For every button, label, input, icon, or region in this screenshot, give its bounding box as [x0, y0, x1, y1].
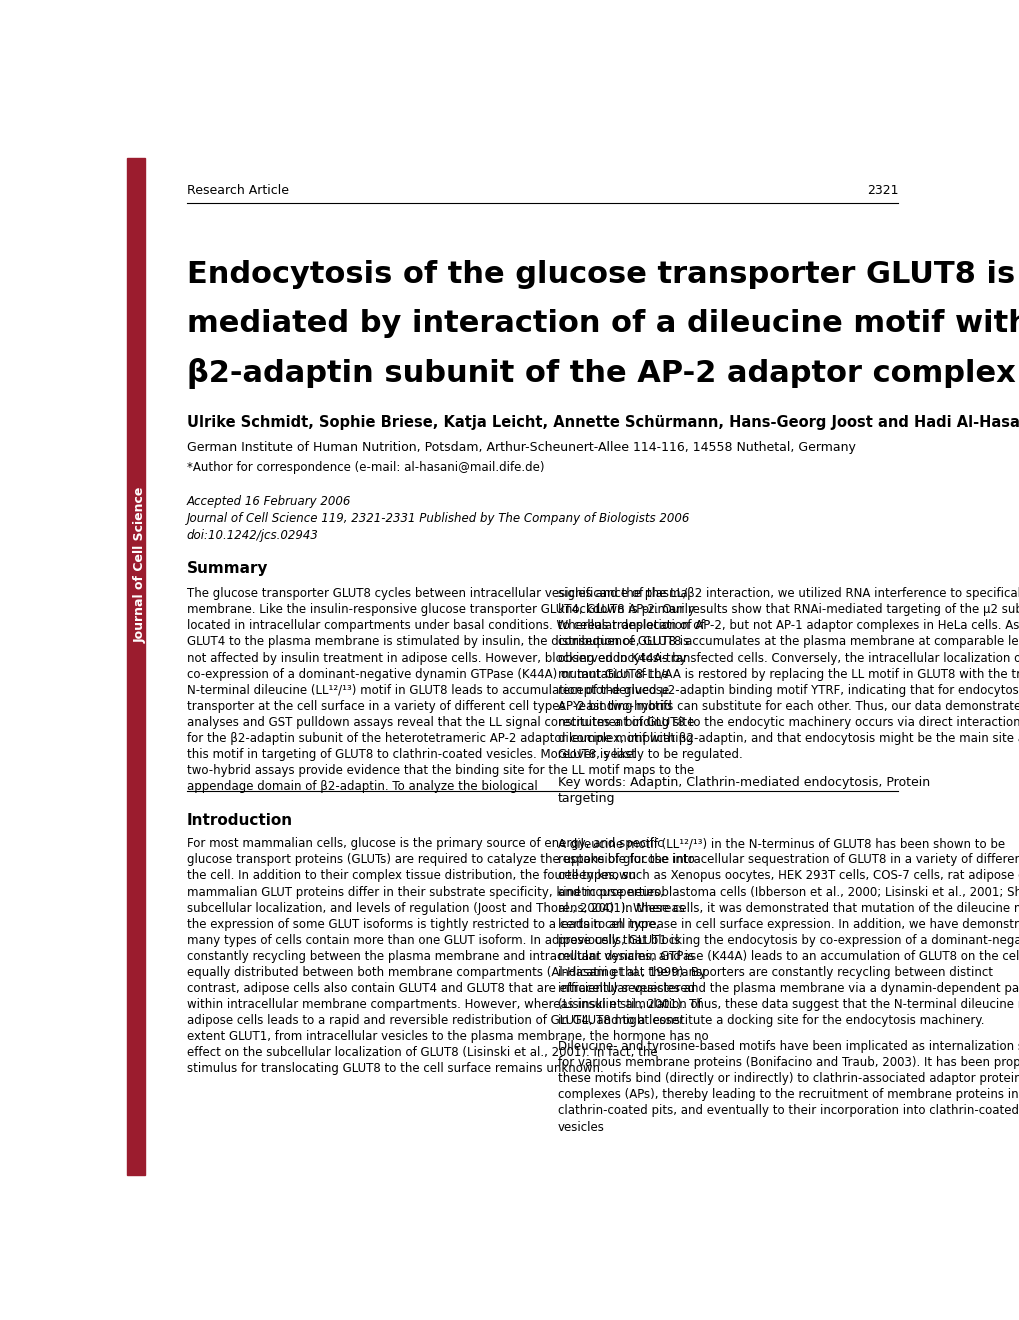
Text: GLUT4 to the plasma membrane is stimulated by insulin, the distribution of GLUT8: GLUT4 to the plasma membrane is stimulat…: [186, 635, 689, 648]
Text: N-terminal dileucine (LL¹²/¹³) motif in GLUT8 leads to accumulation of the gluco: N-terminal dileucine (LL¹²/¹³) motif in …: [186, 684, 668, 697]
Text: intracellular vesicles and the plasma membrane via a dynamin-dependent pathway: intracellular vesicles and the plasma me…: [557, 982, 1019, 995]
Text: cell types, such as Xenopus oocytes, HEK 293T cells, COS-7 cells, rat adipose ce: cell types, such as Xenopus oocytes, HEK…: [557, 870, 1019, 883]
Bar: [127, 158, 145, 1175]
Text: vesicles: vesicles: [557, 1121, 604, 1134]
Text: Research Article: Research Article: [186, 183, 288, 197]
Text: A dileucine motif (LL¹²/¹³) in the N-terminus of GLUT8 has been shown to be: A dileucine motif (LL¹²/¹³) in the N-ter…: [557, 837, 1004, 850]
Text: β2-adaptin subunit of the AP-2 adaptor complex: β2-adaptin subunit of the AP-2 adaptor c…: [186, 358, 1015, 388]
Text: located in intracellular compartments under basal conditions. Whereas translocat: located in intracellular compartments un…: [186, 619, 703, 632]
Text: mutant GLUT8-LL/AA is restored by replacing the LL motif in GLUT8 with the trans: mutant GLUT8-LL/AA is restored by replac…: [557, 668, 1019, 681]
Text: German Institute of Human Nutrition, Potsdam, Arthur-Scheunert-Allee 114-116, 14: German Institute of Human Nutrition, Pot…: [186, 441, 855, 454]
Text: glucose transport proteins (GLUTs) are required to catalyze the uptake of glucos: glucose transport proteins (GLUTs) are r…: [186, 854, 694, 866]
Text: dileucine motif with β2-adaptin, and that endocytosis might be the main site at : dileucine motif with β2-adaptin, and tha…: [557, 731, 1019, 744]
Text: recruitment of GLUT8 to the endocytic machinery occurs via direct interaction of: recruitment of GLUT8 to the endocytic ma…: [557, 715, 1019, 729]
Text: extent GLUT1, from intracellular vesicles to the plasma membrane, the hormone ha: extent GLUT1, from intracellular vesicle…: [186, 1030, 708, 1043]
Text: 2321: 2321: [866, 183, 898, 197]
Text: observed in K44A-transfected cells. Conversely, the intracellular localization o: observed in K44A-transfected cells. Conv…: [557, 652, 1019, 664]
Text: AP-2 binding motifs can substitute for each other. Thus, our data demonstrate th: AP-2 binding motifs can substitute for e…: [557, 700, 1019, 713]
Text: these motifs bind (directly or indirectly) to clathrin-associated adaptor protei: these motifs bind (directly or indirectl…: [557, 1072, 1019, 1085]
Text: (Lisinski et al., 2001). Thus, these data suggest that the N-terminal dileucine : (Lisinski et al., 2001). Thus, these dat…: [557, 998, 1019, 1011]
Text: Journal of Cell Science: Journal of Cell Science: [133, 487, 147, 643]
Text: Ulrike Schmidt, Sophie Briese, Katja Leicht, Annette Schürmann, Hans-Georg Joost: Ulrike Schmidt, Sophie Briese, Katja Lei…: [186, 414, 1019, 429]
Text: effect on the subcellular localization of GLUT8 (Lisinski et al., 2001). In fact: effect on the subcellular localization o…: [186, 1047, 657, 1059]
Text: Endocytosis of the glucose transporter GLUT8 is: Endocytosis of the glucose transporter G…: [186, 260, 1014, 289]
Text: contrast, adipose cells also contain GLUT4 and GLUT8 that are efficiently seques: contrast, adipose cells also contain GLU…: [186, 982, 694, 995]
Text: subcellular localization, and levels of regulation (Joost and Thorens, 2001). Wh: subcellular localization, and levels of …: [186, 902, 684, 915]
Text: leads to an increase in cell surface expression. In addition, we have demonstrat: leads to an increase in cell surface exp…: [557, 917, 1019, 931]
Text: targeting: targeting: [557, 792, 614, 805]
Text: in GLUT8 might constitute a docking site for the endocytosis machinery.: in GLUT8 might constitute a docking site…: [557, 1014, 983, 1027]
Text: mediated by interaction of a dileucine motif with the: mediated by interaction of a dileucine m…: [186, 309, 1019, 338]
Text: indicating that the transporters are constantly recycling between distinct: indicating that the transporters are con…: [557, 966, 991, 979]
Text: two-hybrid assays provide evidence that the binding site for the LL motif maps t: two-hybrid assays provide evidence that …: [186, 764, 693, 777]
Text: Dileucine- and tyrosine-based motifs have been implicated as internalization sig: Dileucine- and tyrosine-based motifs hav…: [557, 1040, 1019, 1053]
Text: *Author for correspondence (e-mail: al-hasani@mail.dife.de): *Author for correspondence (e-mail: al-h…: [186, 461, 544, 474]
Text: Journal of Cell Science 119, 2321-2331 Published by The Company of Biologists 20: Journal of Cell Science 119, 2321-2331 P…: [186, 512, 690, 525]
Text: For most mammalian cells, glucose is the primary source of energy, and specific: For most mammalian cells, glucose is the…: [186, 837, 662, 850]
Text: for various membrane proteins (Bonifacino and Traub, 2003). It has been proposed: for various membrane proteins (Bonifacin…: [557, 1056, 1019, 1069]
Text: receptor-derived μ2-adaptin binding motif YTRF, indicating that for endocytosis : receptor-derived μ2-adaptin binding moti…: [557, 684, 1019, 697]
Text: adipose cells leads to a rapid and reversible redistribution of GLUT4, and to a : adipose cells leads to a rapid and rever…: [186, 1014, 684, 1027]
Text: knockdown AP-2. Our results show that RNAi-mediated targeting of the μ2 subunit : knockdown AP-2. Our results show that RN…: [557, 603, 1019, 616]
Text: not affected by insulin treatment in adipose cells. However, blocking endocytosi: not affected by insulin treatment in adi…: [186, 652, 686, 664]
Text: responsible for the intracellular sequestration of GLUT8 in a variety of differe: responsible for the intracellular seques…: [557, 854, 1019, 866]
Text: complexes (APs), thereby leading to the recruitment of membrane proteins into: complexes (APs), thereby leading to the …: [557, 1089, 1019, 1101]
Text: Summary: Summary: [186, 561, 268, 576]
Text: many types of cells contain more than one GLUT isoform. In adipose cells, GLUT1 : many types of cells contain more than on…: [186, 933, 680, 946]
Text: Accepted 16 February 2006: Accepted 16 February 2006: [186, 495, 351, 508]
Text: transporter at the cell surface in a variety of different cell types. Yeast two-: transporter at the cell surface in a var…: [186, 700, 671, 713]
Text: membrane. Like the insulin-responsive glucose transporter GLUT4, GLUT8 is primar: membrane. Like the insulin-responsive gl…: [186, 603, 694, 616]
Text: constantly recycling between the plasma membrane and intracellular vesicles, and: constantly recycling between the plasma …: [186, 950, 693, 962]
Text: GLUT8 is likely to be regulated.: GLUT8 is likely to be regulated.: [557, 748, 742, 760]
Text: doi:10.1242/jcs.02943: doi:10.1242/jcs.02943: [186, 529, 318, 543]
Text: for the β2-adaptin subunit of the heterotetrameric AP-2 adaptor complex, implica: for the β2-adaptin subunit of the hetero…: [186, 731, 693, 744]
Text: Introduction: Introduction: [186, 813, 292, 828]
Text: significance of the LL/β2 interaction, we utilized RNA interference to specifica: significance of the LL/β2 interaction, w…: [557, 587, 1019, 601]
Text: The glucose transporter GLUT8 cycles between intracellular vesicles and the plas: The glucose transporter GLUT8 cycles bet…: [186, 587, 687, 601]
Text: and mouse neuroblastoma cells (Ibberson et al., 2000; Lisinski et al., 2001; Shi: and mouse neuroblastoma cells (Ibberson …: [557, 886, 1019, 899]
Text: equally distributed between both membrane compartments (Al-Hasani et al., 1999).: equally distributed between both membran…: [186, 966, 705, 979]
Text: mammalian GLUT proteins differ in their substrate specificity, kinetic propertie: mammalian GLUT proteins differ in their …: [186, 886, 663, 899]
Text: appendage domain of β2-adaptin. To analyze the biological: appendage domain of β2-adaptin. To analy…: [186, 780, 537, 793]
Text: to cellular depletion of AP-2, but not AP-1 adaptor complexes in HeLa cells. As : to cellular depletion of AP-2, but not A…: [557, 619, 1019, 632]
Text: co-expression of a dominant-negative dynamin GTPase (K44A) or mutation of the: co-expression of a dominant-negative dyn…: [186, 668, 668, 681]
Text: the cell. In addition to their complex tissue distribution, the fourteen known: the cell. In addition to their complex t…: [186, 870, 635, 883]
Text: this motif in targeting of GLUT8 to clathrin-coated vesicles. Moreover, yeast: this motif in targeting of GLUT8 to clat…: [186, 748, 635, 760]
Text: consequence, GLUT8 accumulates at the plasma membrane at comparable levels to th: consequence, GLUT8 accumulates at the pl…: [557, 635, 1019, 648]
Text: al., 2004). In these cells, it was demonstrated that mutation of the dileucine m: al., 2004). In these cells, it was demon…: [557, 902, 1019, 915]
Text: within intracellular membrane compartments. However, whereas insulin stimulation: within intracellular membrane compartmen…: [186, 998, 701, 1011]
Text: mutant dynamin GTPase (K44A) leads to an accumulation of GLUT8 on the cell surfa: mutant dynamin GTPase (K44A) leads to an…: [557, 950, 1019, 962]
Text: analyses and GST pulldown assays reveal that the LL signal constitutes a binding: analyses and GST pulldown assays reveal …: [186, 715, 694, 729]
Text: previously that blocking the endocytosis by co-expression of a dominant-negative: previously that blocking the endocytosis…: [557, 933, 1019, 946]
Text: Key words: Adaptin, Clathrin-mediated endocytosis, Protein: Key words: Adaptin, Clathrin-mediated en…: [557, 776, 928, 789]
Text: stimulus for translocating GLUT8 to the cell surface remains unknown.: stimulus for translocating GLUT8 to the …: [186, 1063, 603, 1076]
Text: the expression of some GLUT isoforms is tightly restricted to a certain cell typ: the expression of some GLUT isoforms is …: [186, 917, 658, 931]
Text: clathrin-coated pits, and eventually to their incorporation into clathrin-coated: clathrin-coated pits, and eventually to …: [557, 1105, 1018, 1118]
